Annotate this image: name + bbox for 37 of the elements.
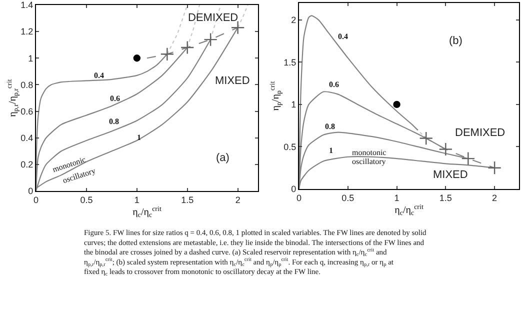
annotation: DEMIXED xyxy=(455,127,506,139)
y-tick-label: 1 xyxy=(291,100,296,110)
series-label: 0.6 xyxy=(329,80,339,89)
y-tick-label: 0 xyxy=(28,186,34,196)
annotation: MIXED xyxy=(215,75,250,87)
x-tick-label: 2 xyxy=(235,194,240,205)
y-tick-label: 1 xyxy=(28,53,34,64)
y-tick-label: 0.6 xyxy=(20,106,34,116)
series-label: 1 xyxy=(137,133,141,142)
series-label: 0.4 xyxy=(338,32,348,41)
y-tick-label: 2 xyxy=(291,15,296,26)
annotation: monotonic xyxy=(352,148,387,157)
x-tick-label: 1 xyxy=(394,192,400,203)
annotation: MIXED xyxy=(433,169,468,181)
y-tick-label: 0.8 xyxy=(20,80,34,90)
annotation: DEMIXED xyxy=(188,12,238,24)
annotation: (b) xyxy=(449,35,462,47)
y-tick-label: 1.4 xyxy=(20,0,34,10)
annotation: oscillatory xyxy=(352,157,386,166)
y-tick-label: 0.4 xyxy=(20,133,34,144)
y-tick-label: 1.2 xyxy=(20,26,34,37)
y-tick-label: 0.5 xyxy=(284,142,296,152)
annotation: (a) xyxy=(216,152,230,164)
series-label: 0.4 xyxy=(94,71,104,80)
y-tick-label: 1.5 xyxy=(284,57,296,68)
x-tick-label: 0.5 xyxy=(342,192,354,203)
x-tick-label: 1.5 xyxy=(439,192,452,203)
x-tick-label: 0.5 xyxy=(80,194,93,205)
series-label: 0.8 xyxy=(325,122,335,131)
y-tick-label: 0.2 xyxy=(20,160,34,170)
y-tick-label: 0 xyxy=(291,184,296,194)
x-tick-label: 1 xyxy=(134,194,140,205)
series-label: 0.8 xyxy=(109,117,119,126)
series-label: 1 xyxy=(329,146,333,155)
x-tick-label: 2 xyxy=(492,192,498,203)
x-tick-label: 1.5 xyxy=(181,194,194,205)
series-label: 0.6 xyxy=(110,94,120,103)
